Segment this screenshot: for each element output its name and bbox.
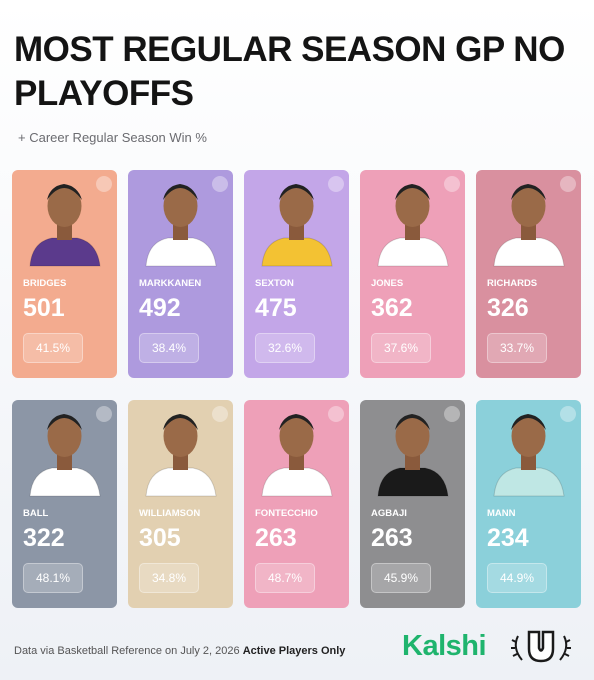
- player-name: BALL: [23, 508, 49, 519]
- player-name: RICHARDS: [487, 278, 538, 289]
- player-photo: [261, 406, 344, 497]
- source: Data via Basketball Reference on July 2,…: [14, 645, 240, 657]
- games-played: 263: [371, 524, 413, 552]
- win-pct: 44.9%: [487, 563, 547, 593]
- games-played: 362: [371, 294, 413, 322]
- title: MOST REGULAR SEASON GP NO PLAYOFFS: [14, 30, 565, 113]
- win-pct: 37.6%: [371, 333, 431, 363]
- player-card: WILLIAMSON 305 34.8%: [128, 400, 233, 608]
- player-card: SEXTON 475 32.6%: [244, 170, 349, 378]
- player-name: MARKKANEN: [139, 278, 202, 289]
- win-pct: 48.1%: [23, 563, 83, 593]
- subtitle: + Career Regular Season Win %: [18, 130, 207, 145]
- player-photo: [493, 406, 576, 497]
- win-pct: 32.6%: [255, 333, 315, 363]
- note: Active Players Only: [242, 645, 346, 657]
- player-photo: [145, 176, 228, 267]
- player-name: WILLIAMSON: [139, 508, 201, 519]
- player-card: AGBAJI 263 45.9%: [360, 400, 465, 608]
- player-photo: [377, 176, 460, 267]
- win-pct: 38.4%: [139, 333, 199, 363]
- player-card: MANN 234 44.9%: [476, 400, 581, 608]
- games-played: 305: [139, 524, 181, 552]
- footer: Data via Basketball Reference on July 2,…: [14, 645, 345, 657]
- player-photo: [377, 406, 460, 497]
- player-card: JONES 362 37.6%: [360, 170, 465, 378]
- games-played: 501: [23, 294, 65, 322]
- player-name: AGBAJI: [371, 508, 407, 519]
- games-played: 263: [255, 524, 297, 552]
- player-photo: [29, 406, 112, 497]
- u-logo: [511, 630, 571, 663]
- games-played: 234: [487, 524, 529, 552]
- player-photo: [261, 176, 344, 267]
- games-played: 322: [23, 524, 65, 552]
- win-pct: 41.5%: [23, 333, 83, 363]
- player-card: BALL 322 48.1%: [12, 400, 117, 608]
- player-name: FONTECCHIO: [255, 508, 318, 519]
- player-name: SEXTON: [255, 278, 294, 289]
- brand-logo: Kalshi: [402, 630, 487, 662]
- player-name: JONES: [371, 278, 404, 289]
- player-card: RICHARDS 326 33.7%: [476, 170, 581, 378]
- win-pct: 33.7%: [487, 333, 547, 363]
- player-card: BRIDGES 501 41.5%: [12, 170, 117, 378]
- player-card: MARKKANEN 492 38.4%: [128, 170, 233, 378]
- win-pct: 45.9%: [371, 563, 431, 593]
- player-photo: [493, 176, 576, 267]
- player-card: FONTECCHIO 263 48.7%: [244, 400, 349, 608]
- games-played: 475: [255, 294, 297, 322]
- win-pct: 48.7%: [255, 563, 315, 593]
- win-pct: 34.8%: [139, 563, 199, 593]
- player-name: MANN: [487, 508, 516, 519]
- player-photo: [145, 406, 228, 497]
- games-played: 492: [139, 294, 181, 322]
- player-photo: [29, 176, 112, 267]
- player-name: BRIDGES: [23, 278, 67, 289]
- games-played: 326: [487, 294, 529, 322]
